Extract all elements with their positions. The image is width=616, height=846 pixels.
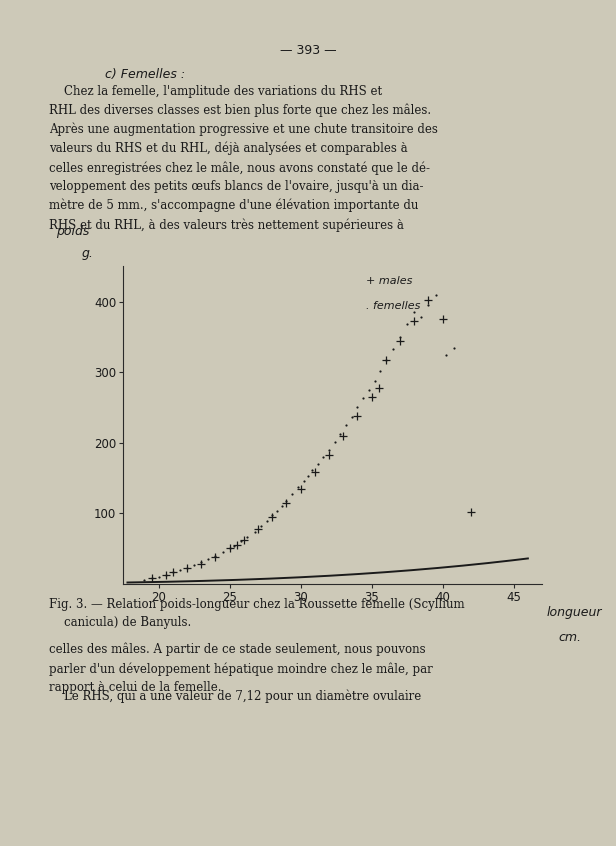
Point [267,508,277,522]
Point [182,561,192,574]
Point [282,494,291,508]
Point [147,571,156,585]
Point [161,568,171,581]
Point [211,549,221,563]
Point [303,469,313,482]
Point [352,401,362,415]
Point [229,539,239,552]
Point [256,519,266,533]
Point [336,426,346,440]
Point [168,566,178,580]
Point [189,558,199,572]
Text: Le RHS, qui a une valeur de 7,12 pour un diamètre ovulaire: Le RHS, qui a une valeur de 7,12 pour un… [49,689,421,703]
Text: poids: poids [56,225,89,238]
Point [410,315,419,328]
Text: — 393 —: — 393 — [280,44,336,57]
Point [466,505,476,519]
Point [347,410,357,424]
Point [154,570,164,584]
Point [410,305,419,318]
Text: + males: + males [366,276,413,286]
Point [277,499,287,513]
Point [338,429,348,442]
Point [225,541,235,555]
Point [262,514,272,528]
Point [272,504,282,518]
Point [147,571,156,585]
Point [267,510,277,524]
Point [359,392,368,405]
Point [239,533,249,547]
Point [375,364,385,377]
Point [282,496,291,509]
Point [438,313,448,327]
Point [416,310,426,324]
Point [388,342,398,355]
Point [352,409,362,423]
Point [395,334,405,348]
Point [296,482,306,496]
Point [324,448,334,462]
Point [307,464,317,477]
Point [217,545,227,558]
Point [313,457,323,470]
Point [197,558,206,571]
Point [236,535,246,548]
Point [253,522,263,536]
Point [225,541,235,555]
Point [395,330,405,343]
Point [424,294,434,307]
Point [197,555,206,569]
Point [287,487,297,501]
Point [367,390,376,404]
Point [182,562,192,575]
Point [324,443,334,457]
Point [161,568,171,581]
Text: Chez la femelle, l'amplitude des variations du RHS et
RHL des diverses classes e: Chez la femelle, l'amplitude des variati… [49,85,438,232]
Point [203,552,213,566]
Point [293,481,303,494]
Point [440,348,450,361]
Point [330,436,339,449]
Text: g.: g. [81,247,93,261]
Text: celles des mâles. A partir de ce stade seulement, nous pouvons
parler d'un dével: celles des mâles. A partir de ce stade s… [49,643,433,695]
Text: longueur: longueur [546,606,602,619]
Point [341,419,351,431]
Point [424,298,434,311]
Point [370,374,379,387]
Point [211,550,221,563]
Point [242,530,252,544]
Point [232,538,241,552]
Text: . femelles: . femelles [366,301,421,311]
Point [431,288,440,301]
Point [318,450,328,464]
Point [140,573,150,586]
Point [168,566,178,580]
Point [175,563,185,577]
Point [402,317,412,331]
Point [381,353,391,366]
Text: Fig. 3. — Relation poids-longueur chez la Roussette femelle (Scyllium
    canicu: Fig. 3. — Relation poids-longueur chez l… [49,598,465,629]
Point [310,465,320,479]
Point [250,525,260,538]
Point [374,381,384,394]
Point [364,383,374,397]
Text: cm.: cm. [559,631,582,645]
Point [381,354,391,367]
Text: c) Femelles :: c) Femelles : [105,68,185,80]
Point [449,341,459,354]
Point [299,474,309,487]
